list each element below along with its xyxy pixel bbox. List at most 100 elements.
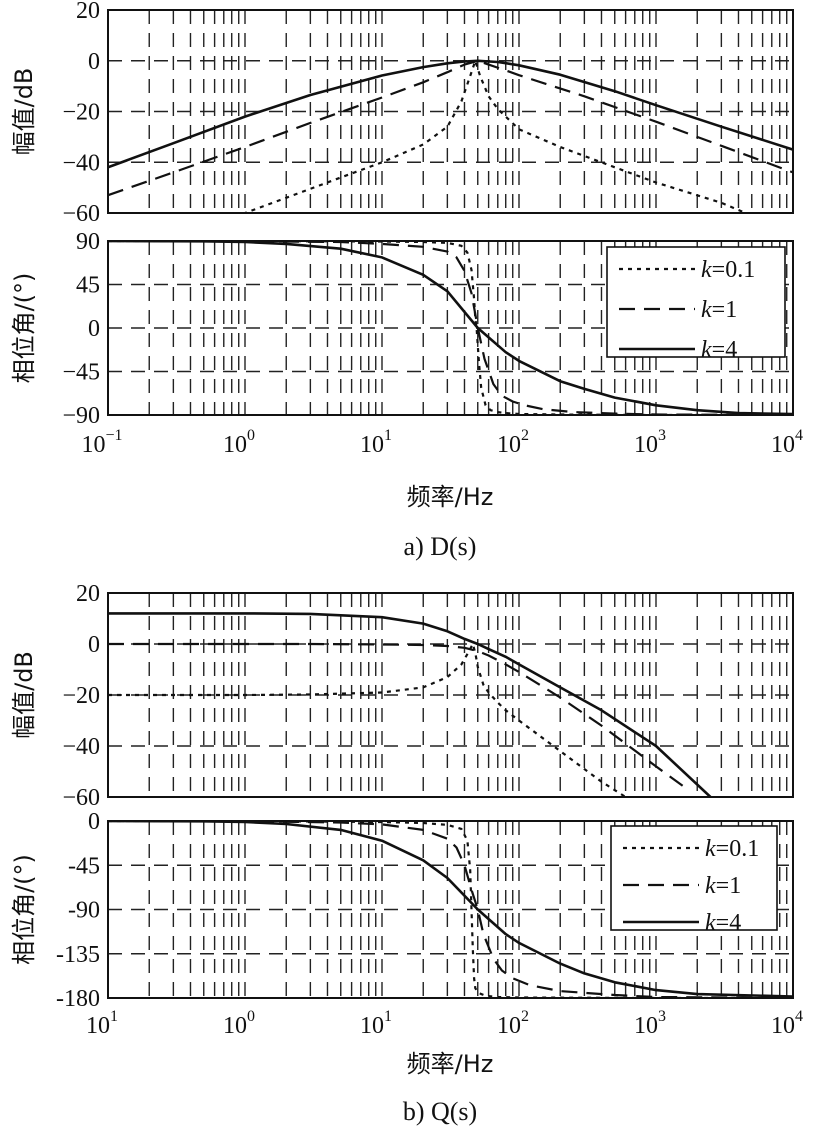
legend-label: k=1	[705, 873, 741, 899]
x-tick-exponent: 1	[384, 1008, 392, 1025]
series-line-k1	[108, 59, 793, 197]
x-tick-label: 100	[223, 1008, 255, 1039]
x-tick-label: 103	[634, 427, 666, 458]
plot-frame	[107, 820, 794, 999]
x-tick-base: 10	[360, 1013, 384, 1039]
legend-label: k=4	[705, 910, 741, 936]
legend-k: k	[701, 257, 712, 283]
x-tick-exponent: 2	[521, 1008, 529, 1025]
x-tick-label: 104	[771, 427, 803, 458]
x-tick-exponent: 0	[247, 1008, 255, 1025]
y-tick-label: 20	[76, 581, 100, 607]
y-axis-label: 相位角/(°)	[10, 854, 38, 965]
legend-value: =4	[712, 337, 738, 363]
legend-value: =4	[716, 910, 742, 936]
legend-a: k=0.1k=1k=4	[606, 246, 786, 363]
y-tick-label: −45	[62, 360, 100, 386]
y-axis-label: 幅值/dB	[10, 651, 38, 739]
x-tick-label: 104	[771, 1008, 803, 1039]
legend-label: k=0.1	[705, 836, 759, 862]
legend-box	[606, 246, 786, 358]
y-tick-label: −60	[62, 785, 100, 811]
x-tick-base: 10	[497, 1013, 521, 1039]
x-axis-label: 频率/Hz	[407, 1050, 494, 1078]
chart-caption: a) D(s)	[404, 532, 477, 561]
y-tick-label: -45	[68, 853, 100, 879]
x-tick-base: 10	[634, 432, 658, 458]
grid-b-magnitude	[108, 593, 793, 797]
legend-label: k=4	[701, 337, 737, 363]
legend-b: k=0.1k=1k=4	[610, 825, 778, 936]
plot-frame	[107, 9, 794, 214]
series-group	[108, 612, 712, 797]
y-tick-label: 0	[88, 809, 100, 835]
y-tick-label: −40	[62, 150, 100, 176]
x-tick-base: 10	[86, 1013, 110, 1039]
y-axis-label: 幅值/dB	[10, 68, 38, 156]
series-line-k4	[108, 59, 793, 169]
legend-value: =1	[712, 297, 738, 323]
legend-label: k=0.1	[701, 257, 755, 283]
y-tick-label: -135	[56, 942, 100, 968]
panel-a-magnitude: 20 0 −20 −40 −60 幅值/dB	[10, 0, 794, 227]
grid-a-magnitude	[108, 10, 793, 213]
x-tick-label: 101	[86, 1008, 118, 1039]
series-group	[108, 241, 793, 415]
chart-caption: b) Q(s)	[403, 1097, 477, 1126]
y-axis-label: 相位角/(°)	[10, 273, 38, 384]
x-tick-exponent: 2	[521, 427, 529, 444]
y-tick-label: −20	[62, 683, 100, 709]
series-group	[108, 59, 793, 213]
series-line-k01	[241, 59, 746, 213]
plot-frame	[107, 592, 794, 798]
y-tick-label: −40	[62, 734, 100, 760]
legend-value: =0.1	[716, 836, 760, 862]
series-line-k1	[108, 642, 685, 788]
x-tick-label: 100	[223, 427, 255, 458]
x-tick-base: 10	[223, 432, 247, 458]
x-axis-label: 频率/Hz	[407, 483, 494, 511]
x-tick-label: 102	[497, 1008, 529, 1039]
x-tick-base: 10	[223, 1013, 247, 1039]
series-line-k4	[108, 612, 712, 797]
x-tick-base: 10	[771, 432, 795, 458]
x-tick-exponent: 3	[658, 427, 666, 444]
x-ticks-b: 101 100 101 102 103 104	[86, 1008, 803, 1039]
series-line-k1	[108, 241, 793, 415]
x-tick-base: 10	[771, 1013, 795, 1039]
x-tick-label: 101	[360, 1008, 392, 1039]
y-tick-label: −20	[62, 100, 100, 126]
y-tick-label: −90	[62, 403, 100, 429]
x-tick-exponent: 0	[247, 427, 255, 444]
legend-k: k	[705, 836, 716, 862]
x-tick-label: 103	[634, 1008, 666, 1039]
y-tick-label: -90	[68, 898, 100, 924]
y-tick-label: 20	[76, 0, 100, 24]
x-ticks-a: 10−1 100 101 102 103 104	[81, 427, 803, 458]
x-tick-label: 102	[497, 427, 529, 458]
legend-value: =1	[716, 873, 742, 899]
x-tick-base: 10	[497, 432, 521, 458]
y-tick-label: 90	[76, 229, 100, 255]
x-tick-exponent: 4	[795, 1008, 803, 1025]
x-tick-exponent: 1	[110, 1008, 118, 1025]
panel-b-magnitude: 20 0 −20 −40 −60 幅值/dB	[10, 581, 794, 811]
legend-label: k=1	[701, 297, 737, 323]
y-tick-label: 0	[88, 316, 100, 342]
legend-k: k	[705, 873, 716, 899]
x-tick-base: 10	[634, 1013, 658, 1039]
series-line-k01	[108, 642, 627, 797]
legend-box	[610, 825, 778, 931]
legend-k: k	[705, 910, 716, 936]
legend-value: =0.1	[712, 257, 756, 283]
x-tick-label: 10−1	[81, 427, 122, 458]
y-tick-label: 0	[88, 632, 100, 658]
x-tick-exponent: 4	[795, 427, 803, 444]
y-tick-label: -180	[56, 986, 100, 1012]
legend-k: k	[701, 297, 712, 323]
x-tick-base: 10	[360, 432, 384, 458]
y-tick-label: −60	[62, 201, 100, 227]
x-tick-label: 101	[360, 427, 392, 458]
x-tick-exponent: 1	[384, 427, 392, 444]
y-tick-label: 45	[76, 273, 100, 299]
